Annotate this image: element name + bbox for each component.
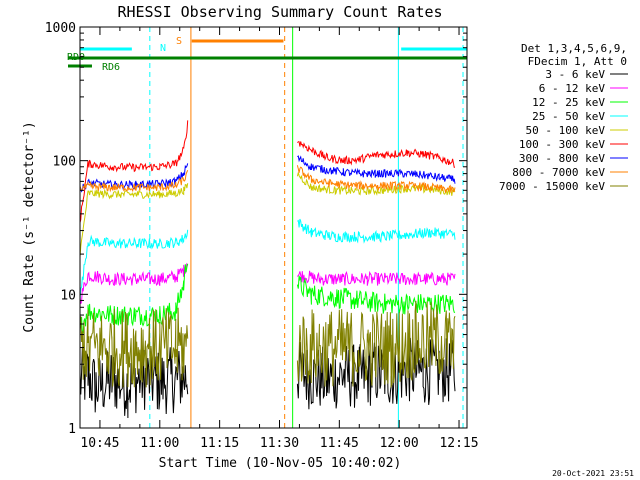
legend-header: Det 1,3,4,5,6,9, <box>521 42 627 55</box>
flag-label: RD0 <box>67 52 85 63</box>
series-line <box>79 300 456 388</box>
flag-label: N <box>160 43 166 54</box>
y-axis-label: Count Rate (s⁻¹ detector⁻¹) <box>22 121 37 332</box>
chart-title: RHESSI Observing Summary Count Rates <box>117 3 442 21</box>
legend-label: 800 - 7000 keV <box>512 166 605 179</box>
legend-label: 100 - 300 keV <box>519 138 605 151</box>
flag-label: S <box>176 36 182 47</box>
series-line <box>79 262 456 304</box>
series-lines <box>79 120 456 419</box>
footer-timestamp: 20-Oct-2021 23:51 <box>552 469 634 478</box>
legend-label: 6 - 12 keV <box>539 82 606 95</box>
x-tick-label: 12:00 <box>380 436 419 451</box>
x-tick-label: 11:00 <box>140 436 179 451</box>
y-tick-label: 1 <box>68 422 76 437</box>
x-tick-label: 11:15 <box>200 436 239 451</box>
y-tick-label: 1000 <box>45 21 76 36</box>
legend: Det 1,3,4,5,6,9,FDecim 1, Att 03 - 6 keV… <box>499 42 628 193</box>
x-tick-label: 12:15 <box>439 436 478 451</box>
x-tick-label: 11:30 <box>260 436 299 451</box>
legend-label: 7000 - 15000 keV <box>499 180 605 193</box>
legend-label: 3 - 6 keV <box>545 68 605 81</box>
legend-header: FDecim 1, Att 0 <box>528 55 627 68</box>
legend-label: 50 - 100 keV <box>526 124 606 137</box>
series-line <box>79 263 456 337</box>
legend-label: 300 - 800 keV <box>519 152 605 165</box>
x-axis-label: Start Time (10-Nov-05 10:40:02) <box>159 456 402 471</box>
series-line <box>79 165 456 193</box>
x-tick-label: 10:45 <box>80 436 119 451</box>
axes: 10:45 11:00 11:15 11:30 11:45 12:00 12:15 1 10 10… <box>45 21 479 451</box>
plot-frame <box>79 26 468 429</box>
flag-label: RD6 <box>102 62 120 73</box>
y-tick-label: 10 <box>60 288 76 303</box>
series-line <box>79 120 455 223</box>
y-tick-label: 100 <box>53 155 76 170</box>
series-line <box>79 218 456 301</box>
legend-label: 25 - 50 keV <box>532 110 605 123</box>
legend-label: 12 - 25 keV <box>532 96 605 109</box>
x-tick-label: 11:45 <box>320 436 359 451</box>
